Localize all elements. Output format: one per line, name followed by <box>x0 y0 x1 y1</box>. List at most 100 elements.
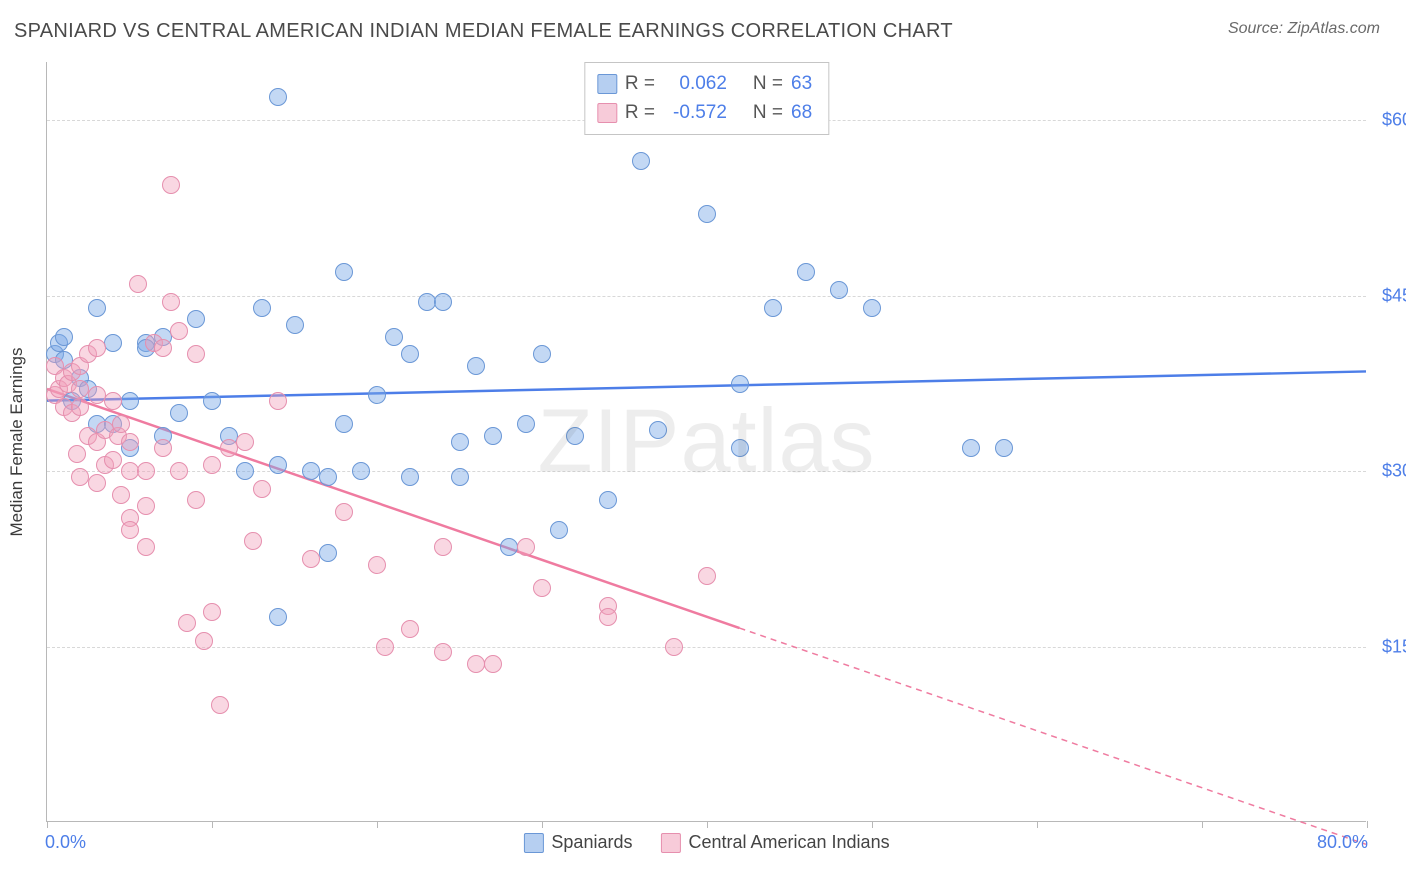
data-point <box>269 608 287 626</box>
data-point <box>352 462 370 480</box>
trend-line <box>47 371 1366 400</box>
data-point <box>178 614 196 632</box>
data-point <box>55 328 73 346</box>
data-point <box>112 486 130 504</box>
data-point <box>129 275 147 293</box>
y-axis-title: Median Female Earnings <box>7 347 27 536</box>
data-point <box>104 451 122 469</box>
swatch-pink-icon <box>660 833 680 853</box>
data-point <box>467 655 485 673</box>
data-point <box>71 468 89 486</box>
data-point <box>187 310 205 328</box>
data-point <box>599 608 617 626</box>
data-point <box>698 567 716 585</box>
n-value: 68 <box>791 99 812 128</box>
x-tick <box>1202 821 1203 828</box>
data-point <box>434 293 452 311</box>
data-point <box>195 632 213 650</box>
data-point <box>71 380 89 398</box>
data-point <box>418 293 436 311</box>
data-point <box>467 357 485 375</box>
data-point <box>698 205 716 223</box>
data-point <box>137 462 155 480</box>
data-point <box>269 392 287 410</box>
data-point <box>401 620 419 638</box>
data-point <box>764 299 782 317</box>
data-point <box>170 404 188 422</box>
data-point <box>187 345 205 363</box>
x-axis-max-label: 80.0% <box>1317 832 1368 853</box>
data-point <box>187 491 205 509</box>
data-point <box>517 415 535 433</box>
data-point <box>368 386 386 404</box>
data-point <box>203 603 221 621</box>
data-point <box>566 427 584 445</box>
y-tick-label: $15,000 <box>1370 636 1406 657</box>
data-point <box>88 299 106 317</box>
data-point <box>665 638 683 656</box>
x-axis-min-label: 0.0% <box>45 832 86 853</box>
data-point <box>104 334 122 352</box>
data-point <box>401 468 419 486</box>
data-point <box>203 456 221 474</box>
data-point <box>162 176 180 194</box>
data-point <box>451 468 469 486</box>
data-point <box>632 152 650 170</box>
data-point <box>88 386 106 404</box>
swatch-pink-icon <box>597 103 617 123</box>
x-tick <box>872 821 873 828</box>
y-tick-label: $45,000 <box>1370 285 1406 306</box>
data-point <box>319 468 337 486</box>
legend-item-spaniards: Spaniards <box>523 832 632 853</box>
x-tick <box>47 821 48 828</box>
r-value: -0.572 <box>663 99 727 128</box>
data-point <box>962 439 980 457</box>
n-label: N = <box>753 70 783 99</box>
data-point <box>170 322 188 340</box>
correlation-row-cai: R = -0.572 N = 68 <box>597 99 812 128</box>
trend-line-dashed <box>739 628 1366 844</box>
data-point <box>368 556 386 574</box>
data-point <box>104 392 122 410</box>
data-point <box>137 497 155 515</box>
data-point <box>211 696 229 714</box>
data-point <box>434 643 452 661</box>
data-point <box>731 439 749 457</box>
n-label: N = <box>753 99 783 128</box>
data-point <box>121 462 139 480</box>
data-point <box>137 538 155 556</box>
data-point <box>88 339 106 357</box>
data-point <box>121 433 139 451</box>
chart-title: SPANIARD VS CENTRAL AMERICAN INDIAN MEDI… <box>14 20 953 43</box>
x-tick <box>1367 821 1368 828</box>
data-point <box>154 339 172 357</box>
data-point <box>830 281 848 299</box>
swatch-blue-icon <box>597 74 617 94</box>
data-point <box>863 299 881 317</box>
data-point <box>286 316 304 334</box>
data-point <box>154 439 172 457</box>
data-point <box>68 445 86 463</box>
r-value: 0.062 <box>663 70 727 99</box>
data-point <box>434 538 452 556</box>
data-point <box>236 462 254 480</box>
data-point <box>302 550 320 568</box>
data-point <box>500 538 518 556</box>
correlation-row-spaniards: R = 0.062 N = 63 <box>597 70 812 99</box>
y-tick-label: $30,000 <box>1370 461 1406 482</box>
plot-area: Median Female Earnings $15,000$30,000$45… <box>46 62 1366 822</box>
data-point <box>731 375 749 393</box>
data-point <box>649 421 667 439</box>
data-point <box>533 579 551 597</box>
data-point <box>550 521 568 539</box>
data-point <box>121 392 139 410</box>
data-point <box>302 462 320 480</box>
data-point <box>269 88 287 106</box>
data-point <box>401 345 419 363</box>
data-point <box>170 462 188 480</box>
data-point <box>88 474 106 492</box>
data-point <box>451 433 469 451</box>
x-tick <box>542 821 543 828</box>
data-point <box>797 263 815 281</box>
x-tick <box>1037 821 1038 828</box>
